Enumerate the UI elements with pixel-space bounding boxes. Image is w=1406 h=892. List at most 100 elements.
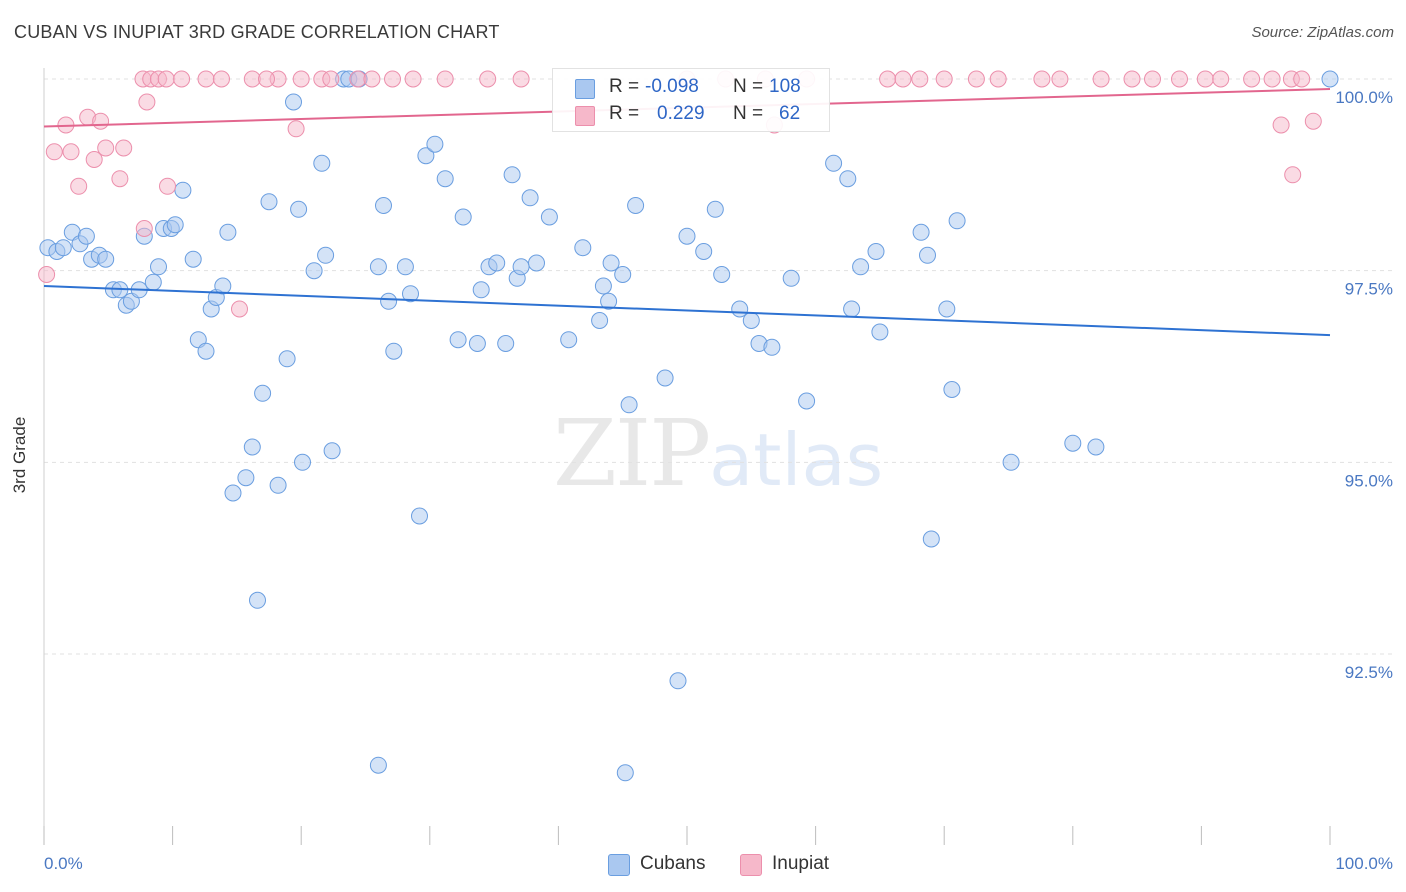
cubans-point <box>249 591 266 609</box>
cubans-point <box>290 200 308 218</box>
cubans-point <box>867 243 885 260</box>
cubans-point <box>269 476 287 494</box>
cubans-point <box>426 135 444 153</box>
cubans-point <box>449 331 467 349</box>
cubans-point <box>656 369 674 387</box>
inupiat-point <box>512 70 530 88</box>
inupiat-point <box>138 93 156 111</box>
cubans-point <box>678 227 696 245</box>
inupiat-point <box>911 70 929 88</box>
cubans-point <box>591 312 609 329</box>
x-tick-label: 0.0% <box>44 854 83 873</box>
cubans-point <box>214 277 232 295</box>
y-tick-label: 97.5% <box>1345 280 1393 299</box>
cubans-point <box>254 384 272 402</box>
cubans-point <box>219 223 237 241</box>
cubans-point <box>503 166 521 184</box>
inupiat-point <box>1284 166 1302 184</box>
inupiat-point <box>1123 70 1141 88</box>
inupiat-point <box>989 70 1007 88</box>
legend-swatch-cubans <box>575 79 595 99</box>
cubans-point <box>912 223 930 241</box>
cubans-point <box>396 258 414 276</box>
inupiat-point <box>1263 70 1281 88</box>
cubans-point <box>540 208 558 226</box>
cubans-point <box>323 442 341 460</box>
legend-n-label: N = <box>733 76 764 97</box>
inupiat-point <box>384 70 401 88</box>
cubans-point <box>436 170 454 188</box>
y-tick-label: 100.0% <box>1335 88 1393 107</box>
inupiat-point <box>38 266 56 283</box>
chart-title: CUBAN VS INUPIAT 3RD GRADE CORRELATION C… <box>14 22 500 42</box>
cubans-point <box>174 181 192 199</box>
cubans-point <box>468 335 486 352</box>
cubans-point <box>243 438 261 456</box>
legend-row-inupiat: R = 0.229 N = 62 <box>553 100 829 128</box>
correlation-legend: R = -0.098 N = 108 R = 0.229 N = 62 <box>552 68 830 132</box>
inupiat-point <box>879 70 897 88</box>
inupiat-point <box>1051 70 1069 88</box>
cubans-point <box>1002 453 1020 471</box>
cubans-point <box>616 764 634 782</box>
inupiat-point <box>111 170 129 188</box>
inupiat-point <box>935 70 953 88</box>
inupiat-point <box>85 151 103 168</box>
cubans-point <box>380 292 398 310</box>
cubans-point <box>166 216 184 234</box>
inupiat-point <box>404 70 422 88</box>
cubans-point <box>1321 70 1339 88</box>
cubans-point <box>417 147 435 165</box>
cubans-point <box>278 350 296 368</box>
watermark: ZIPatlas <box>553 400 883 507</box>
series-legend: Cubans Inupiat <box>0 852 1406 878</box>
cubans-point <box>843 300 861 318</box>
cubans-point <box>369 756 387 774</box>
series-swatch-cubans <box>608 854 630 876</box>
cubans-point <box>614 266 632 283</box>
legend-r-value: -0.098 <box>645 76 699 97</box>
series-label-cubans: Cubans <box>640 853 706 874</box>
cubans-point <box>669 672 687 690</box>
cubans-point <box>197 342 215 360</box>
watermark-zip: ZIP <box>553 400 711 507</box>
cubans-point <box>695 243 713 260</box>
cubans-point <box>943 381 961 398</box>
cubans-point <box>454 208 472 226</box>
series-label-inupiat: Inupiat <box>772 853 830 874</box>
cubans-point <box>402 285 419 303</box>
cubans-point <box>150 258 167 276</box>
cubans-point <box>54 239 72 257</box>
cubans-point <box>184 250 202 268</box>
legend-r-label: R = <box>609 103 640 124</box>
cubans-point <box>620 396 638 414</box>
inupiat-point <box>1212 70 1230 88</box>
cubans-point <box>512 258 530 276</box>
cubans-trend-line <box>43 285 1331 337</box>
cubans-point <box>294 453 311 471</box>
cubans-point <box>1064 434 1082 452</box>
legend-n-label: N = <box>733 103 764 124</box>
inupiat-point <box>1144 70 1161 88</box>
inupiat-point <box>1243 70 1261 88</box>
cubans-point <box>594 277 612 295</box>
inupiat-point <box>292 70 310 88</box>
cubans-point <box>144 273 162 291</box>
cubans-point <box>852 258 870 276</box>
inupiat-point <box>231 300 248 318</box>
inupiat-point <box>243 70 261 88</box>
inupiat-point <box>159 177 176 195</box>
cubans-point <box>385 342 403 360</box>
inupiat-point <box>62 143 80 161</box>
inupiat-point <box>1196 70 1214 88</box>
y-tick-label: 95.0% <box>1345 471 1393 490</box>
legend-n-value: 108 <box>769 76 801 97</box>
cubans-point <box>528 254 545 272</box>
inupiat-point <box>1033 70 1051 88</box>
cubans-point <box>521 189 539 207</box>
cubans-point <box>313 154 331 172</box>
legend-swatch-inupiat <box>575 106 595 126</box>
cubans-point <box>948 212 966 230</box>
inupiat-point <box>287 120 305 138</box>
